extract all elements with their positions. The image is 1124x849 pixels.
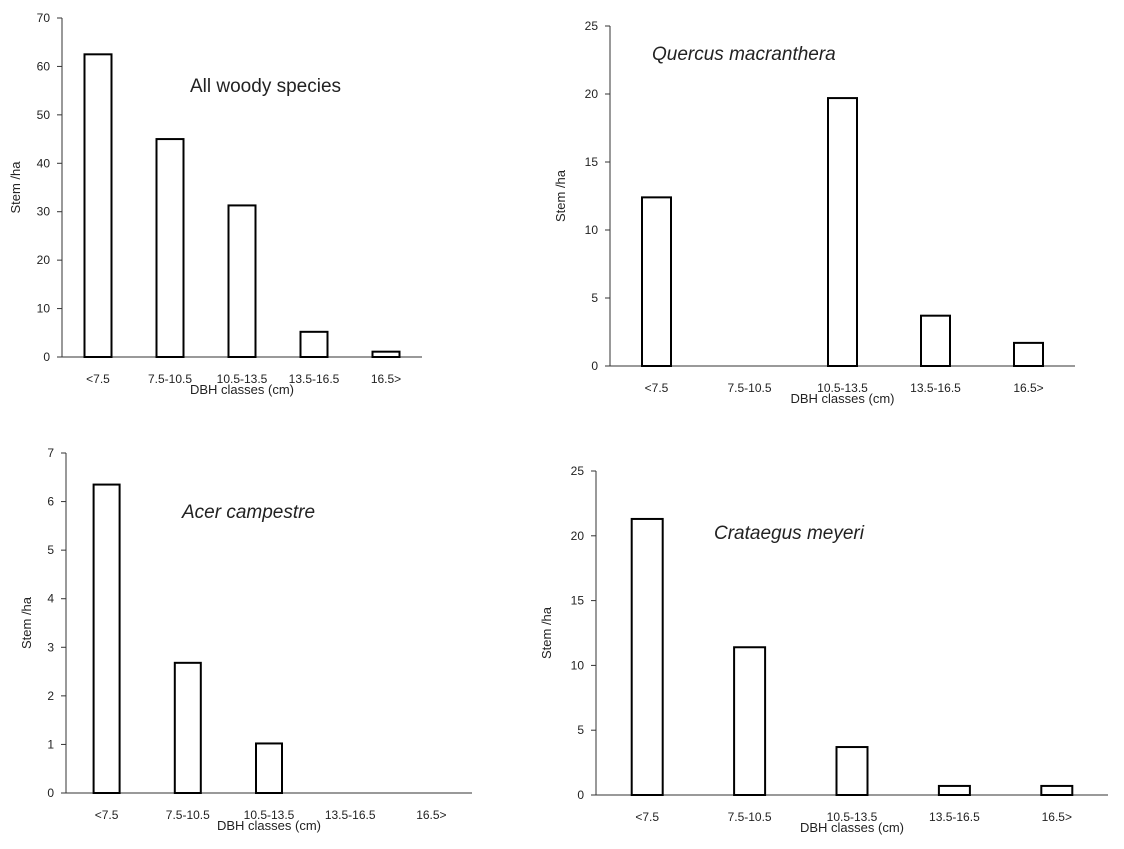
y-tick-label: 20: [571, 529, 585, 543]
y-tick-label: 25: [571, 464, 585, 478]
y-tick-label: 7: [47, 446, 54, 460]
y-tick-label: 10: [585, 223, 599, 237]
x-tick-label: 7.5-10.5: [728, 810, 772, 824]
x-tick-label: <7.5: [635, 810, 659, 824]
bar-1: [630, 517, 664, 797]
x-tick-label: 7.5-10.5: [727, 381, 771, 395]
y-tick-label: 20: [585, 87, 599, 101]
x-tick-label: 16.5>: [416, 808, 446, 822]
y-tick-label: 0: [43, 350, 50, 364]
x-tick-label: <7.5: [95, 808, 119, 822]
y-axis-title: Stem /ha: [553, 169, 568, 222]
y-tick-label: 0: [47, 786, 54, 800]
bar-1: [83, 53, 113, 358]
y-tick-label: 25: [585, 19, 599, 33]
bar-2: [155, 138, 185, 358]
bar-3: [255, 742, 283, 795]
chart-title: All woody species: [190, 76, 341, 97]
x-tick-label: <7.5: [86, 372, 110, 386]
y-tick-label: 5: [47, 543, 54, 557]
y-tick-label: 5: [591, 291, 598, 305]
bar-5: [1040, 784, 1074, 796]
chart-title: Acer campestre: [181, 502, 315, 523]
y-tick-label: 15: [585, 155, 599, 169]
y-tick-label: 5: [577, 723, 584, 737]
chart-title: Quercus macranthera: [652, 44, 836, 65]
chart-panel-3: 0 1 2 3 4 5 6 7 <7.5 7.5-10.5 10.5-13.5 13.5-16.5 16…: [19, 446, 472, 833]
x-tick-label: 7.5-10.5: [166, 808, 210, 822]
y-tick-label: 6: [47, 495, 54, 509]
x-tick-label: 13.5-16.5: [325, 808, 376, 822]
y-tick-label: 50: [37, 108, 51, 122]
x-tick-label: 10.5-13.5: [817, 381, 868, 395]
x-tick-label: 16.5>: [1013, 381, 1043, 395]
bar-4: [920, 314, 951, 367]
bar-4: [937, 784, 971, 796]
y-tick-label: 40: [37, 156, 51, 170]
y-axis-title: Stem /ha: [8, 161, 23, 214]
bar-2: [173, 661, 202, 794]
y-tick-label: 0: [591, 359, 598, 373]
bar-4: [299, 330, 329, 358]
bar-2: [733, 646, 767, 796]
x-axis-title: DBH classes (cm): [217, 818, 321, 833]
bar-3: [227, 204, 257, 358]
x-tick-label: 13.5-16.5: [289, 372, 340, 386]
x-axis-title: DBH classes (cm): [790, 391, 894, 406]
bar-1: [641, 196, 672, 367]
bar-5: [371, 350, 401, 358]
bar-1: [92, 483, 121, 794]
x-axis-title: DBH classes (cm): [800, 820, 904, 835]
bar-5: [1013, 341, 1044, 368]
y-tick-label: 60: [37, 59, 51, 73]
y-tick-label: 15: [571, 594, 585, 608]
y-tick-label: 3: [47, 640, 54, 654]
x-tick-label: 16.5>: [371, 372, 401, 386]
chart-title: Crataegus meyeri: [714, 523, 865, 544]
chart-panel-2: 0 5 10 15 20 25 <7.5 7.5-10.5 10.5-13.5 13.5-16.5…: [553, 19, 1075, 406]
y-tick-label: 20: [37, 253, 51, 267]
bar-3: [835, 746, 869, 796]
x-tick-label: <7.5: [645, 381, 669, 395]
y-tick-label: 10: [571, 658, 585, 672]
bar-3: [827, 97, 858, 368]
x-tick-label: 10.5-13.5: [827, 810, 878, 824]
y-axis-title: Stem /ha: [19, 596, 34, 649]
chart-panel-4: 0 5 10 15 20 25 <7.5 7.5-10.5 10.5-13.5 13.5-16.5…: [539, 464, 1108, 835]
chart-panel-1: 0 10 20 30 40 50 60 70 <7.5 7.5-10.5 10.5-13.5 13.5…: [8, 11, 422, 397]
x-tick-label: 10.5-13.5: [217, 372, 268, 386]
x-axis-title: DBH classes (cm): [190, 382, 294, 397]
y-tick-label: 2: [47, 689, 54, 703]
y-tick-label: 70: [37, 11, 51, 25]
y-axis-title: Stem /ha: [539, 606, 554, 659]
x-tick-label: 13.5-16.5: [929, 810, 980, 824]
x-tick-label: 10.5-13.5: [244, 808, 295, 822]
y-tick-label: 30: [37, 205, 51, 219]
y-tick-label: 0: [577, 788, 584, 802]
x-tick-label: 16.5>: [1042, 810, 1072, 824]
x-tick-label: 13.5-16.5: [910, 381, 961, 395]
y-tick-label: 1: [47, 737, 54, 751]
y-tick-label: 10: [37, 302, 51, 316]
x-tick-label: 7.5-10.5: [148, 372, 192, 386]
y-tick-label: 4: [47, 592, 54, 606]
